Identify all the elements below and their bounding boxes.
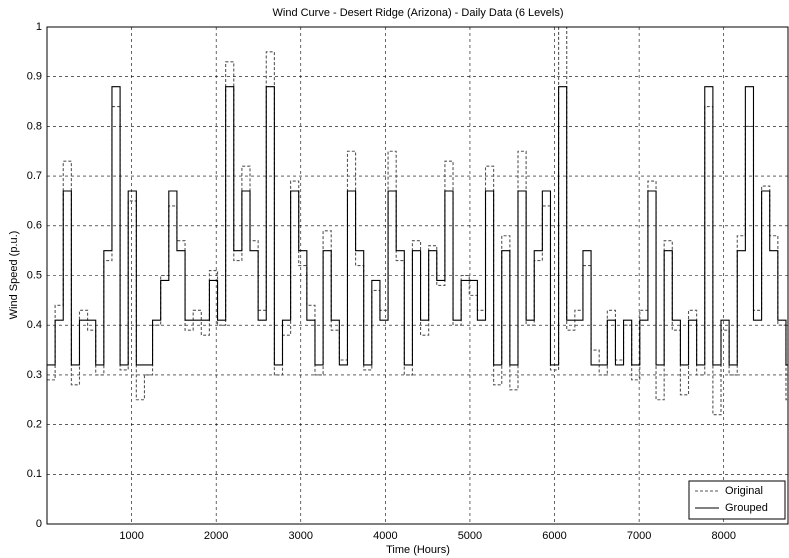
y-tick-label: 0.5 bbox=[27, 269, 42, 281]
x-tick-label: 1000 bbox=[119, 530, 143, 542]
legend: Original Grouped bbox=[688, 480, 786, 520]
y-tick-label: 0.3 bbox=[27, 369, 42, 381]
y-tick-label: 1 bbox=[36, 21, 42, 33]
x-tick-label: 4000 bbox=[373, 530, 397, 542]
legend-box bbox=[688, 480, 786, 520]
plot-frame bbox=[46, 26, 789, 525]
y-tick-label: 0.6 bbox=[27, 220, 42, 232]
y-tick-label: 0.9 bbox=[27, 71, 42, 83]
x-tick-label: 8000 bbox=[711, 530, 735, 542]
x-axis-label: Time (Hours) bbox=[386, 544, 450, 556]
legend-label: Original bbox=[725, 485, 763, 497]
y-tick-label: 0.7 bbox=[27, 170, 42, 182]
x-tick-label: 7000 bbox=[627, 530, 651, 542]
chart-title: Wind Curve - Desert Ridge (Arizona) - Da… bbox=[273, 7, 564, 19]
x-tick-label: 3000 bbox=[289, 530, 313, 542]
legend-label: Grouped bbox=[725, 502, 768, 514]
plot-area bbox=[47, 27, 788, 524]
series-line bbox=[47, 86, 788, 366]
y-axis-label: Wind Speed (p.u.) bbox=[8, 231, 20, 320]
y-tick-label: 0 bbox=[36, 518, 42, 530]
y-tick-label: 0.4 bbox=[27, 319, 42, 331]
y-tick-label: 0.2 bbox=[27, 419, 42, 431]
y-tick-label: 0.8 bbox=[27, 120, 42, 132]
x-tick-label: 6000 bbox=[542, 530, 566, 542]
x-tick-label: 2000 bbox=[204, 530, 228, 542]
x-tick-label: 5000 bbox=[458, 530, 482, 542]
y-tick-label: 0.1 bbox=[27, 468, 42, 480]
